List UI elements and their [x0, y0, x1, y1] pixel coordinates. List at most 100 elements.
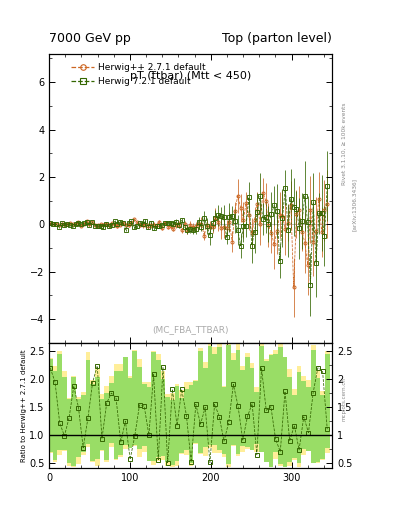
Bar	[184, 382, 189, 455]
Bar	[142, 382, 147, 453]
Bar	[203, 368, 208, 447]
Bar	[128, 376, 132, 448]
Bar	[283, 357, 287, 467]
Bar	[147, 382, 151, 461]
Bar	[161, 371, 165, 459]
Bar	[287, 369, 292, 466]
Text: 7000 GeV pp: 7000 GeV pp	[49, 32, 131, 45]
Bar	[259, 345, 264, 452]
Bar	[118, 372, 123, 455]
Bar	[132, 351, 137, 445]
Bar	[109, 383, 114, 443]
Y-axis label: Ratio to Herwig++ 2.7.1 default: Ratio to Herwig++ 2.7.1 default	[21, 349, 28, 462]
Bar	[268, 355, 273, 467]
Bar	[175, 387, 179, 461]
Bar	[90, 384, 95, 461]
Bar	[189, 385, 193, 463]
Bar	[306, 380, 311, 451]
Bar	[62, 377, 67, 451]
Bar	[259, 346, 264, 452]
Bar	[292, 395, 297, 458]
Bar	[283, 357, 287, 467]
Text: Rivet 3.1.10, ≥ 100k events: Rivet 3.1.10, ≥ 100k events	[342, 102, 347, 185]
Bar	[95, 377, 99, 459]
Bar	[81, 395, 86, 452]
Text: pT (t̅tbar) (Mtt < 450): pT (t̅tbar) (Mtt < 450)	[130, 71, 251, 81]
Bar	[72, 377, 76, 466]
Bar	[109, 376, 114, 447]
Bar	[53, 366, 57, 461]
Bar	[250, 362, 255, 450]
Bar	[301, 381, 306, 449]
Bar	[114, 371, 118, 459]
Bar	[278, 347, 283, 464]
Bar	[306, 387, 311, 451]
Bar	[217, 345, 222, 453]
Bar	[226, 345, 231, 464]
Bar	[250, 369, 255, 450]
Bar	[137, 359, 142, 457]
Bar	[320, 391, 325, 460]
Bar	[212, 354, 217, 445]
Bar	[123, 356, 128, 449]
Bar	[320, 395, 325, 459]
Bar	[99, 394, 104, 452]
Text: Top (parton level): Top (parton level)	[222, 32, 332, 45]
Bar	[128, 378, 132, 447]
Bar	[193, 380, 198, 443]
Bar	[156, 359, 161, 457]
Bar	[165, 397, 170, 462]
Bar	[273, 354, 278, 452]
Bar	[86, 360, 90, 444]
Bar	[311, 350, 316, 463]
Bar	[297, 366, 301, 467]
Bar	[76, 399, 81, 457]
Bar	[245, 353, 250, 449]
Bar	[325, 354, 330, 448]
Bar	[142, 383, 147, 446]
Bar	[208, 345, 212, 448]
Bar	[311, 345, 316, 463]
Bar	[72, 376, 76, 467]
Bar	[147, 387, 151, 461]
Bar	[217, 347, 222, 451]
Bar	[255, 387, 259, 452]
Bar	[67, 398, 72, 465]
Bar	[123, 357, 128, 444]
Legend: Herwig++ 2.7.1 default, Herwig 7.2.1 default: Herwig++ 2.7.1 default, Herwig 7.2.1 def…	[68, 60, 210, 90]
Bar	[151, 352, 156, 461]
Bar	[170, 400, 175, 465]
Bar	[57, 354, 62, 450]
Bar	[137, 367, 142, 450]
Bar	[62, 371, 67, 451]
Bar	[193, 381, 198, 443]
Bar	[255, 392, 259, 444]
Bar	[118, 364, 123, 457]
Bar	[203, 361, 208, 456]
Bar	[156, 354, 161, 461]
Bar	[236, 345, 241, 456]
Bar	[212, 347, 217, 453]
Bar	[90, 380, 95, 462]
Bar	[104, 393, 109, 459]
Bar	[208, 346, 212, 445]
Text: mcplots.cern.ch: mcplots.cern.ch	[342, 377, 347, 421]
Bar	[179, 390, 184, 454]
Bar	[245, 357, 250, 447]
Bar	[57, 351, 62, 455]
Bar	[241, 370, 245, 446]
Bar	[189, 382, 193, 466]
Bar	[236, 350, 241, 454]
Bar	[316, 371, 320, 463]
Bar	[170, 393, 175, 467]
Bar	[264, 359, 268, 462]
Bar	[81, 392, 86, 455]
Bar	[53, 371, 57, 460]
Bar	[301, 376, 306, 455]
Bar	[273, 350, 278, 459]
Bar	[179, 398, 184, 453]
Bar	[48, 358, 53, 453]
Bar	[175, 384, 179, 465]
Bar	[226, 345, 231, 467]
Bar	[231, 353, 236, 446]
